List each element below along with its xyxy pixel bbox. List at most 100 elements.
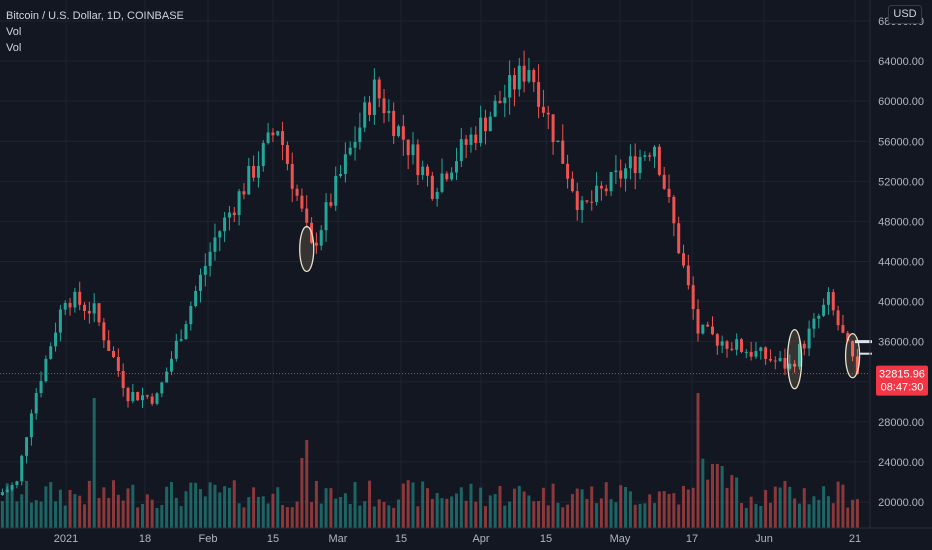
candle-body xyxy=(686,265,690,286)
candle-body xyxy=(643,155,647,157)
volume-bar xyxy=(730,475,734,528)
candle-body xyxy=(628,156,632,169)
volume-bar xyxy=(203,496,207,528)
volume-bar xyxy=(102,487,106,528)
volume-bar xyxy=(165,486,169,528)
grid-lines xyxy=(0,0,870,528)
highlight-ellipse xyxy=(786,328,803,390)
candle-body xyxy=(749,351,753,357)
volume-bar xyxy=(189,482,193,528)
candle-body xyxy=(503,97,507,104)
volume-bar xyxy=(566,504,570,528)
volume-bar xyxy=(725,487,729,528)
volume-legend-1[interactable]: Vol xyxy=(6,26,22,38)
candle-body xyxy=(570,178,574,192)
candle-body xyxy=(696,309,700,334)
volume-bar xyxy=(160,504,164,528)
volume-bar xyxy=(223,486,227,528)
volume-bar xyxy=(358,505,362,528)
candle-body xyxy=(599,185,603,189)
volume-bar xyxy=(527,495,531,528)
candle-body xyxy=(677,223,681,254)
volume-bar xyxy=(483,506,487,528)
volume-bar xyxy=(34,500,38,528)
candle-body xyxy=(44,358,48,382)
candle-body xyxy=(855,356,859,374)
volume-legend-2[interactable]: Vol xyxy=(6,42,22,54)
candle-body xyxy=(208,251,212,266)
candle-body xyxy=(329,202,333,206)
candle-body xyxy=(54,332,58,347)
candle-body xyxy=(0,492,4,495)
candlesticks xyxy=(0,50,859,496)
time-axis[interactable]: 2021 18 Feb 15 Mar 15 Apr 15 May 17 Jun 21 xyxy=(0,527,932,545)
volume-bar xyxy=(319,503,323,528)
price-axis[interactable]: 20000.0024000.0028000.0032000.0036000.00… xyxy=(869,0,928,528)
volume-bar xyxy=(116,494,120,528)
candle-body xyxy=(15,481,19,485)
candle-body xyxy=(406,139,410,156)
volume-bar xyxy=(39,501,43,528)
volume-bar xyxy=(556,502,560,528)
volume-bar xyxy=(508,501,512,528)
candle-body xyxy=(155,393,159,404)
candle-body xyxy=(116,357,120,372)
candle-body xyxy=(29,413,33,438)
candle-body xyxy=(527,70,531,82)
candle-body xyxy=(614,170,618,173)
price-tick-label: 56000.00 xyxy=(878,136,924,148)
volume-bar xyxy=(194,482,198,528)
currency-button[interactable]: USD xyxy=(888,5,922,24)
candle-body xyxy=(295,188,299,196)
candle-body xyxy=(179,339,183,341)
volume-bar xyxy=(686,489,690,528)
candle-body xyxy=(778,358,782,362)
volume-bar xyxy=(141,503,144,528)
volume-bar xyxy=(541,487,545,528)
candle-body xyxy=(324,202,328,231)
candle-body xyxy=(300,195,304,209)
candle-body xyxy=(150,396,154,404)
candle-body xyxy=(184,324,188,340)
volume-bar xyxy=(614,502,618,528)
time-tick-label: Apr xyxy=(472,533,489,545)
candle-body xyxy=(464,139,468,145)
chart-legend: Bitcoin / U.S. Dollar, 1D, COINBASE Vol … xyxy=(6,8,184,56)
candle-body xyxy=(78,291,82,305)
candle-body xyxy=(474,134,478,143)
candle-body xyxy=(836,310,840,326)
volume-bar xyxy=(348,504,352,528)
candle-body xyxy=(198,274,202,291)
volume-bar xyxy=(421,481,425,528)
candle-body xyxy=(715,334,719,346)
candle-body xyxy=(701,324,705,334)
price-tick-label: 28000.00 xyxy=(878,417,924,429)
volume-bar xyxy=(227,487,231,528)
volume-bar xyxy=(430,498,434,528)
volume-bar xyxy=(604,482,608,528)
candle-body xyxy=(174,340,178,359)
candle-body xyxy=(49,346,53,359)
candle-body xyxy=(377,79,381,99)
candle-body xyxy=(580,200,584,210)
time-tick-label: 17 xyxy=(686,533,698,545)
volume-bar xyxy=(126,488,130,528)
volume-bar xyxy=(237,503,241,528)
volume-bar xyxy=(416,506,420,528)
volume-bar xyxy=(198,489,202,528)
candle-body xyxy=(213,237,217,252)
time-tick-label: 2021 xyxy=(54,533,78,545)
volume-bar xyxy=(276,487,280,528)
time-tick-label: Jun xyxy=(755,533,773,545)
candle-body xyxy=(242,191,246,195)
candle-body xyxy=(788,363,792,369)
symbol-title[interactable]: Bitcoin / U.S. Dollar, 1D, COINBASE xyxy=(6,10,184,22)
volume-bar xyxy=(145,494,149,528)
volume-bar xyxy=(271,493,275,528)
candle-body xyxy=(353,141,357,148)
candle-body xyxy=(247,165,251,195)
annotations xyxy=(0,225,872,390)
volume-bar xyxy=(570,494,574,528)
volume-bar xyxy=(305,440,309,528)
